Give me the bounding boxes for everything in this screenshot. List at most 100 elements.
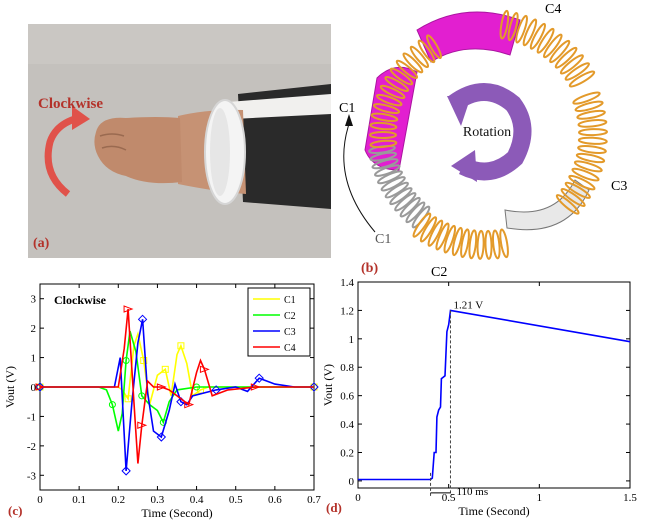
panel-label-c: (c) (8, 503, 22, 518)
spring-turn (577, 119, 608, 128)
spring-turn (443, 224, 457, 254)
coil-label-c2: C2 (431, 265, 447, 280)
y-tick-label: 2 (31, 323, 37, 335)
chart-d: 0 0.5 1 1.5 0 0.2 0.4 0.6 0.8 1 1.2 1.4 Time (Second… (321, 277, 637, 518)
data-point (184, 400, 195, 409)
spring-turn (405, 201, 426, 224)
y-tick-label: 0 (349, 476, 355, 488)
series-line (358, 309, 631, 481)
y-axis-label: Vout (V) (321, 364, 335, 406)
spring-turn (409, 45, 430, 69)
y-tick-label: 1.2 (340, 305, 354, 317)
data-point (121, 466, 131, 476)
coil-ring-panel: Rotation C4 C1 C3 C1 C2 (b) (335, 0, 645, 280)
spring-turn (572, 91, 601, 105)
spring-turn (578, 128, 608, 137)
data-point (138, 392, 146, 400)
spring-turn (374, 164, 401, 177)
x-tick-label: 0.3 (151, 494, 165, 506)
spring-turn (468, 229, 478, 260)
data-point (108, 401, 116, 409)
coil-c4-magnet (416, 11, 521, 63)
data-point (254, 373, 264, 383)
spring-turn (460, 228, 470, 258)
spring-turn (389, 187, 413, 206)
coil-label-c3: C3 (611, 179, 627, 194)
chart-d-panel: 0 0.5 1 1.5 0 0.2 0.4 0.6 0.8 1 1.2 1.4 Time (Second… (320, 276, 645, 522)
y-tick-label: 1.4 (340, 277, 354, 289)
coil-label-c4: C4 (545, 2, 561, 17)
spring-turn (379, 84, 406, 100)
spring-turn (491, 229, 501, 260)
spring-turn (389, 67, 414, 86)
spring-turn (499, 9, 510, 40)
spring-turn (384, 76, 410, 92)
data-point (156, 383, 167, 391)
chart-c-panel: 0 0.1 0.2 0.3 0.4 0.5 0.6 0.7 -3 -2 -1 0 1 2 3 Time (Se… (0, 280, 325, 522)
x-axis-label: Time (Second) (458, 504, 529, 518)
wrist-photo-panel: Clockwise (a) (28, 24, 331, 258)
spring-turn (577, 144, 607, 155)
spring-turn (476, 229, 485, 260)
x-tick-label: 0 (355, 492, 361, 504)
panel-label-a: (a) (33, 236, 50, 251)
spring-turn (427, 219, 444, 247)
data-point (137, 314, 148, 325)
spring-turn (399, 196, 421, 218)
spring-turn (377, 170, 403, 185)
data-point (137, 421, 148, 429)
legend-label: C1 (284, 295, 296, 306)
y-tick-label: -1 (27, 411, 36, 423)
y-tick-label: -2 (27, 441, 36, 453)
spring-turn (555, 194, 580, 215)
y-tick-label: 0.6 (340, 391, 354, 403)
spring-turn (564, 62, 590, 81)
x-tick-label: 0.5 (229, 494, 243, 506)
spring-turn (369, 121, 398, 131)
spring-turn (574, 100, 604, 113)
spring-turn (515, 14, 528, 44)
spring-turn (529, 22, 547, 50)
series-line-c1 (40, 331, 314, 405)
spring-turn (412, 212, 432, 238)
x-axis-label: Time (Second) (141, 506, 212, 520)
spring-turn (369, 139, 398, 149)
spring-turn (549, 39, 571, 64)
orange-spring-coils (369, 9, 608, 260)
y-tick-label: 0.2 (340, 447, 354, 459)
peak-annotation: 1.21 V (453, 299, 483, 311)
rotation-label: Rotation (463, 125, 511, 140)
interval-annotation: 110 ms (456, 486, 488, 498)
coil-label-c1-top: C1 (339, 101, 355, 116)
arrow-head-icon (72, 106, 90, 130)
spring-turn (417, 39, 436, 64)
spring-turn (577, 136, 608, 145)
y-tick-label: -3 (27, 470, 37, 482)
x-tick-label: 0.1 (72, 494, 86, 506)
spring-turn (484, 229, 493, 260)
legend-label: C2 (284, 311, 296, 322)
clockwise-arrow-icon (44, 114, 80, 197)
coil-ring-diagram: Rotation C4 C1 C3 C1 C2 (b) (339, 2, 627, 280)
data-point (161, 365, 169, 373)
c1-motion-arrow (343, 123, 376, 233)
chart-title: Clockwise (54, 293, 107, 307)
chart-c: 0 0.1 0.2 0.3 0.4 0.5 0.6 0.7 -3 -2 -1 0 1 2 3 Time (Se… (3, 283, 321, 520)
x-tick-label: 0.7 (307, 494, 321, 506)
data-point (156, 432, 167, 442)
spring-turn (573, 160, 603, 173)
y-axis-label: Vout (V) (3, 366, 17, 408)
spring-turn (568, 70, 596, 88)
wrist-photo: Clockwise (28, 24, 331, 258)
legend-label: C3 (284, 327, 296, 338)
y-tick-label: 0.8 (340, 362, 354, 374)
spring-turn (576, 109, 606, 120)
x-tick-label: 0.6 (268, 494, 282, 506)
y-tick-label: 3 (31, 294, 37, 306)
data-point (309, 382, 319, 392)
y-tick-label: 1 (31, 353, 37, 365)
spring-turn (372, 103, 401, 115)
y-tick-label: 0 (31, 382, 37, 394)
spring-turn (522, 18, 538, 47)
spring-turn (369, 151, 398, 162)
